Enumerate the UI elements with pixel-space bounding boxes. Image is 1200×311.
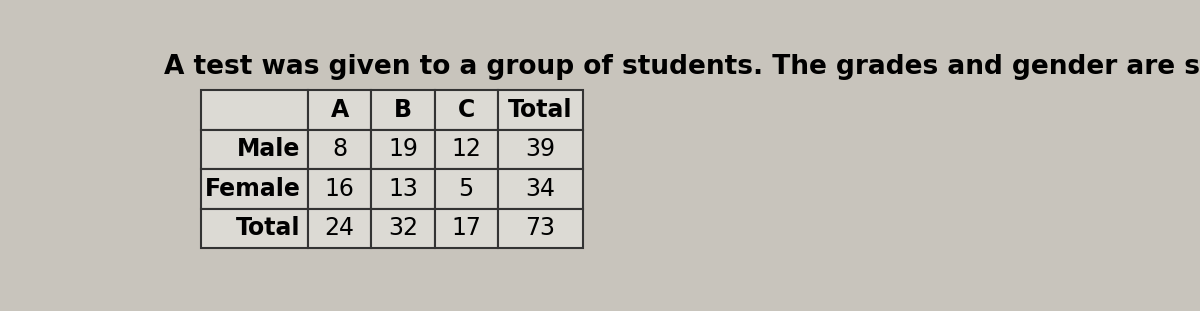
Text: 12: 12 <box>451 137 481 161</box>
Text: Male: Male <box>238 137 301 161</box>
Text: 13: 13 <box>388 177 418 201</box>
Text: 17: 17 <box>451 216 481 240</box>
Bar <box>371 90 434 129</box>
Bar <box>371 169 434 209</box>
Bar <box>202 209 308 248</box>
Text: 19: 19 <box>388 137 418 161</box>
Text: 8: 8 <box>332 137 347 161</box>
Bar <box>434 169 498 209</box>
Text: 34: 34 <box>526 177 556 201</box>
Bar <box>308 90 371 129</box>
Bar <box>498 209 583 248</box>
Bar <box>308 169 371 209</box>
Bar <box>498 169 583 209</box>
Bar <box>308 209 371 248</box>
Bar <box>434 90 498 129</box>
Text: Total: Total <box>236 216 301 240</box>
Bar <box>202 90 308 129</box>
Text: B: B <box>394 98 412 122</box>
Bar <box>202 169 308 209</box>
Bar <box>308 129 371 169</box>
Text: 5: 5 <box>458 177 474 201</box>
Bar <box>371 209 434 248</box>
Bar <box>434 129 498 169</box>
Bar <box>434 209 498 248</box>
Bar <box>371 129 434 169</box>
Text: 32: 32 <box>388 216 418 240</box>
Text: 39: 39 <box>526 137 556 161</box>
Text: 24: 24 <box>325 216 355 240</box>
Text: Female: Female <box>205 177 301 201</box>
Text: Total: Total <box>509 98 572 122</box>
Text: A test was given to a group of students. The grades and gender are summarized be: A test was given to a group of students.… <box>164 54 1200 80</box>
Bar <box>498 129 583 169</box>
Bar <box>498 90 583 129</box>
Text: A: A <box>330 98 349 122</box>
Text: C: C <box>457 98 475 122</box>
Text: 73: 73 <box>526 216 556 240</box>
Bar <box>202 129 308 169</box>
Text: 16: 16 <box>325 177 355 201</box>
